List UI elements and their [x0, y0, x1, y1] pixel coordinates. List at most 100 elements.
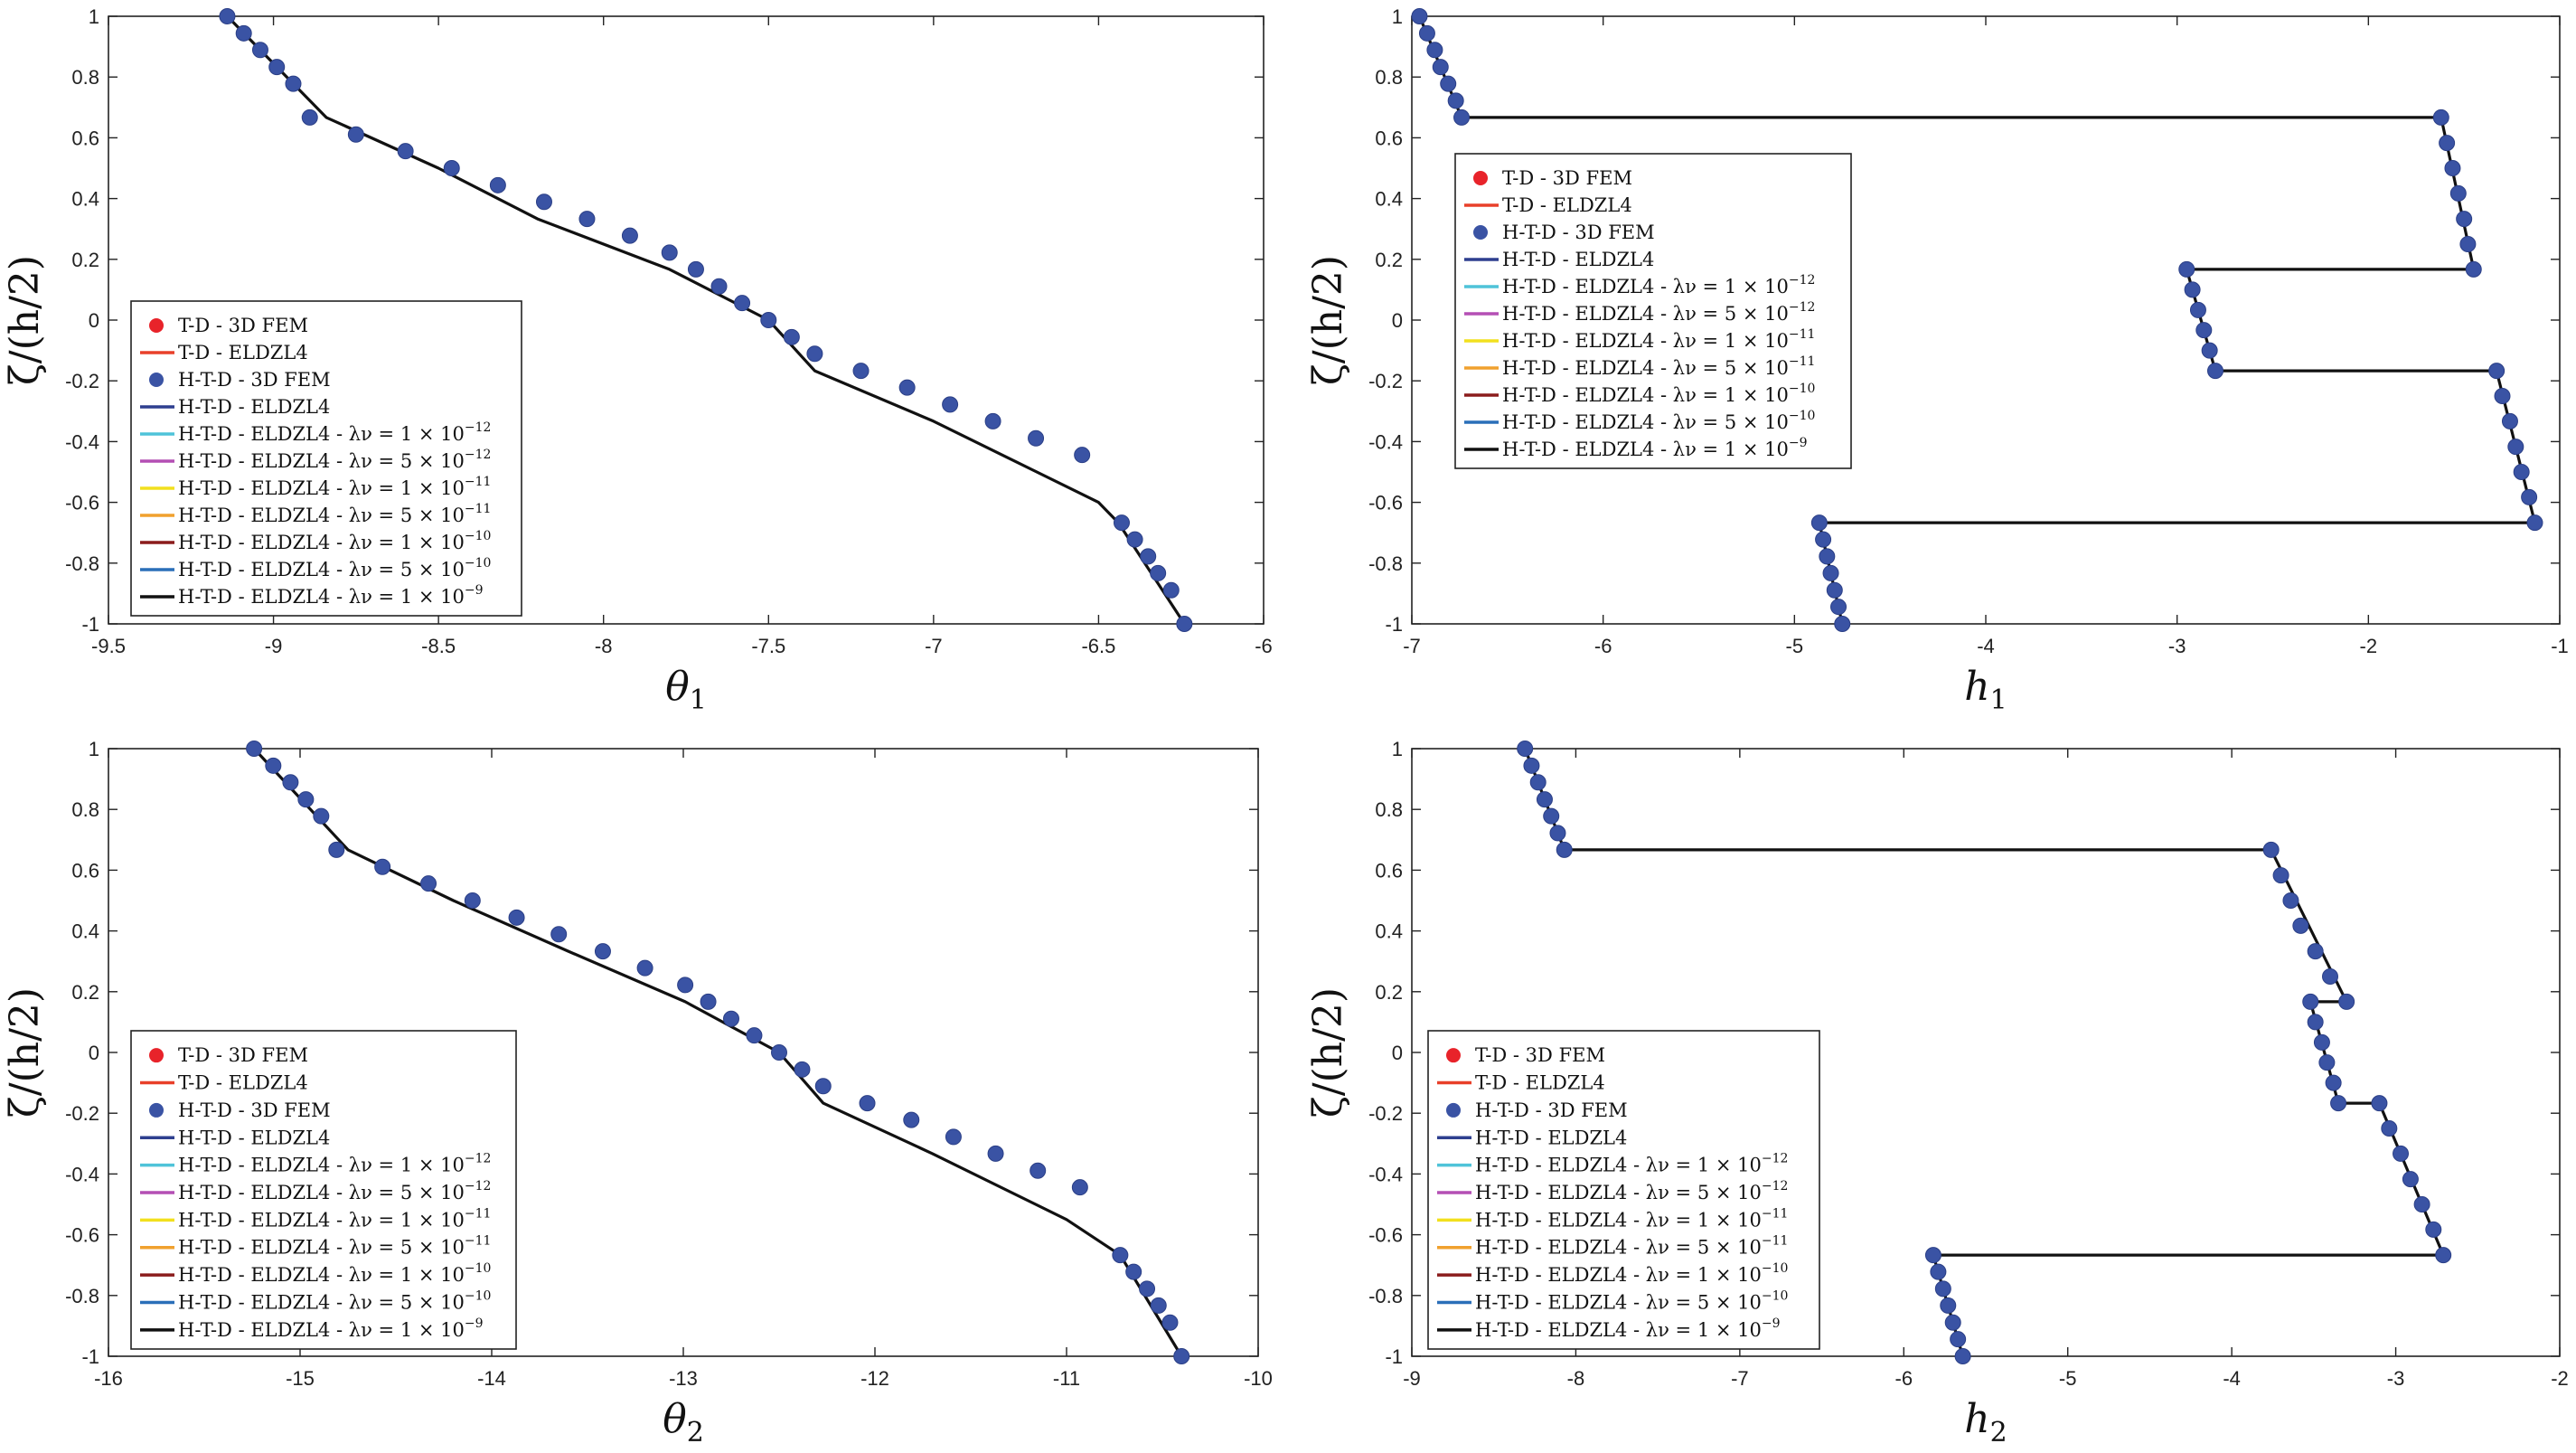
data-point: [2456, 211, 2473, 228]
data-point: [1074, 447, 1091, 464]
y-tick-label: -1: [81, 1345, 99, 1368]
data-point: [1453, 109, 1471, 126]
legend-exponent: −10: [1762, 1261, 1789, 1276]
data-point: [1556, 841, 1573, 858]
data-point: [783, 328, 800, 345]
y-tick-label: 0.6: [71, 127, 99, 149]
data-point: [301, 109, 318, 126]
legend-exponent: −10: [465, 529, 492, 543]
y-tick-label: -1: [1385, 1345, 1403, 1368]
legend-label: H-T-D - ELDZL4 - λν = 1 × 10−9: [1475, 1316, 1781, 1341]
y-tick-label: -0.4: [65, 1163, 99, 1185]
legend-exponent: −10: [1789, 409, 1816, 423]
data-point: [2313, 1033, 2330, 1051]
legend-label: T-D - ELDZL4: [1475, 1072, 1605, 1094]
series-line: [1523, 748, 2445, 1357]
legend-label: H-T-D - ELDZL4 - λν = 1 × 10−9: [178, 1316, 484, 1341]
y-tick-label: -0.8: [1368, 1285, 1403, 1307]
data-point: [1150, 564, 1167, 581]
x-tick-label: -7: [925, 635, 943, 657]
data-point: [2521, 488, 2538, 505]
x-tick-label: -7: [1403, 635, 1421, 657]
y-tick-label: 1: [89, 738, 99, 760]
data-point: [794, 1061, 811, 1078]
legend-label: H-T-D - ELDZL4 - λν = 5 × 10−12: [1475, 1179, 1788, 1203]
legend-marker: [149, 373, 164, 387]
data-point: [1139, 1280, 1156, 1297]
data-point: [1924, 1247, 1941, 1264]
data-point: [1810, 514, 1828, 532]
y-tick-label: 0.2: [71, 249, 99, 271]
legend-label: H-T-D - ELDZL4 - λν = 1 × 10−10: [178, 1261, 491, 1286]
y-tick-label: -0.4: [65, 430, 99, 453]
data-point: [578, 211, 596, 228]
data-point: [1112, 1247, 1129, 1264]
chart-theta1: -9.5 -9 -8.5 -8 -7.5 -7 -6.5 -6 -1 -0.8 -0.6 -0.4 -0…: [2, 5, 1273, 716]
data-point: [2444, 160, 2461, 176]
legend-exponent: −10: [465, 1261, 492, 1276]
x-tick-label: -4: [2223, 1367, 2241, 1390]
data-point: [1176, 616, 1193, 632]
legend-exponent: −11: [1762, 1234, 1789, 1249]
legend: T-D - 3D FEM T-D - ELDZL4 H-T-D - 3D FEM H-…: [130, 300, 522, 617]
legend-label: H-T-D - ELDZL4 - λν = 1 × 10−10: [178, 529, 491, 553]
x-tick-label: -6: [1594, 635, 1612, 657]
legend-marker: [1446, 1048, 1461, 1063]
data-point: [2292, 917, 2309, 934]
data-point: [1113, 514, 1130, 532]
legend-exponent: −12: [465, 448, 492, 462]
legend-label: H-T-D - 3D FEM: [1502, 222, 1655, 243]
y-tick-label: -0.8: [65, 552, 99, 575]
data-point: [420, 875, 437, 892]
data-point: [2449, 184, 2467, 202]
y-tick-label: -0.2: [65, 1102, 99, 1125]
legend: T-D - 3D FEM T-D - ELDZL4 H-T-D - 3D FEM H-…: [130, 1030, 517, 1350]
legend-exponent: −11: [465, 502, 492, 516]
legend-exponent: −11: [1789, 327, 1816, 342]
y-tick-label: 0.6: [1375, 859, 1403, 882]
data-point: [265, 757, 282, 774]
legend-label: T-D - 3D FEM: [1502, 167, 1632, 189]
legend-label: H-T-D - ELDZL4: [1475, 1127, 1627, 1148]
y-tick-label: 0.2: [1375, 249, 1403, 271]
data-point: [734, 295, 751, 312]
data-point: [859, 1095, 876, 1112]
legend-label: T-D - ELDZL4: [1502, 194, 1632, 216]
legend-exponent: −10: [1762, 1288, 1789, 1303]
x-axis-label-sub: 1: [1990, 684, 2007, 716]
data-point: [2262, 841, 2280, 858]
legend-label: H-T-D - ELDZL4: [1502, 249, 1654, 270]
legend-label: H-T-D - ELDZL4 - λν = 5 × 10−12: [1502, 300, 1815, 325]
data-point: [687, 260, 704, 278]
chart-h2: -9 -8 -7 -6 -5 -4 -3 -2 -1 -0.8 -0.6 -0.4 -0.2 0 0.2 0.…: [1305, 738, 2569, 1448]
data-point: [2507, 439, 2524, 456]
x-tick-label: -2: [2360, 635, 2378, 657]
data-point: [1819, 548, 1836, 565]
y-tick-label: 0: [89, 309, 99, 332]
data-point: [397, 143, 414, 160]
legend-label: H-T-D - ELDZL4: [178, 1127, 330, 1148]
legend-label: H-T-D - ELDZL4 - λν = 5 × 10−11: [178, 502, 491, 526]
x-axis-label-sub: 2: [1990, 1417, 2007, 1448]
data-point: [636, 959, 653, 977]
data-point: [1536, 791, 1553, 808]
legend-label: H-T-D - ELDZL4 - λν = 1 × 10−11: [178, 1206, 491, 1231]
legend-label: H-T-D - ELDZL4 - λν = 5 × 10−10: [178, 1288, 491, 1313]
data-point: [1822, 564, 1839, 581]
data-point: [1173, 1348, 1190, 1364]
y-tick-label: -0.6: [65, 492, 99, 514]
legend-label: H-T-D - ELDZL4: [178, 396, 330, 418]
data-point: [2307, 1014, 2324, 1031]
data-point: [219, 8, 236, 24]
legend-exponent: −9: [465, 1316, 484, 1331]
x-tick-label: -6.5: [1081, 635, 1115, 657]
legend-exponent: −12: [1789, 273, 1816, 288]
legend-marker: [149, 318, 164, 333]
y-tick-label: -0.2: [1368, 370, 1403, 392]
legend-exponent: −12: [1762, 1152, 1789, 1166]
y-tick-label: -1: [81, 613, 99, 636]
x-tick-label: -4: [1977, 635, 1995, 657]
legend-exponent: −12: [465, 420, 492, 435]
data-point: [1071, 1179, 1088, 1196]
